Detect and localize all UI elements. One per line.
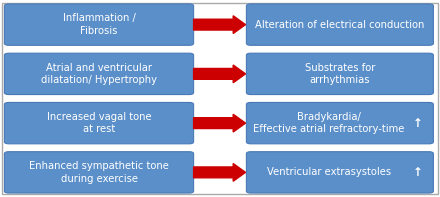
- Text: Substrates for
arrhythmias: Substrates for arrhythmias: [305, 63, 375, 85]
- Text: ↑: ↑: [413, 166, 423, 179]
- FancyBboxPatch shape: [4, 102, 194, 144]
- FancyBboxPatch shape: [246, 102, 433, 144]
- FancyArrow shape: [194, 65, 246, 83]
- FancyBboxPatch shape: [4, 53, 194, 95]
- Text: Alteration of electrical conduction: Alteration of electrical conduction: [255, 20, 425, 30]
- FancyBboxPatch shape: [246, 4, 433, 45]
- Text: Atrial and ventricular
dilatation/ Hypertrophy: Atrial and ventricular dilatation/ Hyper…: [41, 63, 157, 85]
- FancyBboxPatch shape: [246, 152, 433, 193]
- FancyBboxPatch shape: [4, 152, 194, 193]
- Text: Bradykardia/
Effective atrial refractory-time: Bradykardia/ Effective atrial refractory…: [253, 112, 405, 134]
- Text: Enhanced sympathetic tone
during exercise: Enhanced sympathetic tone during exercis…: [29, 161, 169, 184]
- FancyBboxPatch shape: [4, 4, 194, 45]
- Text: Ventricular extrasystoles: Ventricular extrasystoles: [267, 167, 391, 177]
- Text: Inflammation /
Fibrosis: Inflammation / Fibrosis: [62, 13, 136, 36]
- FancyBboxPatch shape: [246, 53, 433, 95]
- Text: Increased vagal tone
at rest: Increased vagal tone at rest: [47, 112, 151, 134]
- FancyArrow shape: [194, 114, 246, 132]
- FancyArrow shape: [194, 16, 246, 33]
- Text: ↑: ↑: [413, 117, 423, 130]
- FancyArrow shape: [194, 164, 246, 181]
